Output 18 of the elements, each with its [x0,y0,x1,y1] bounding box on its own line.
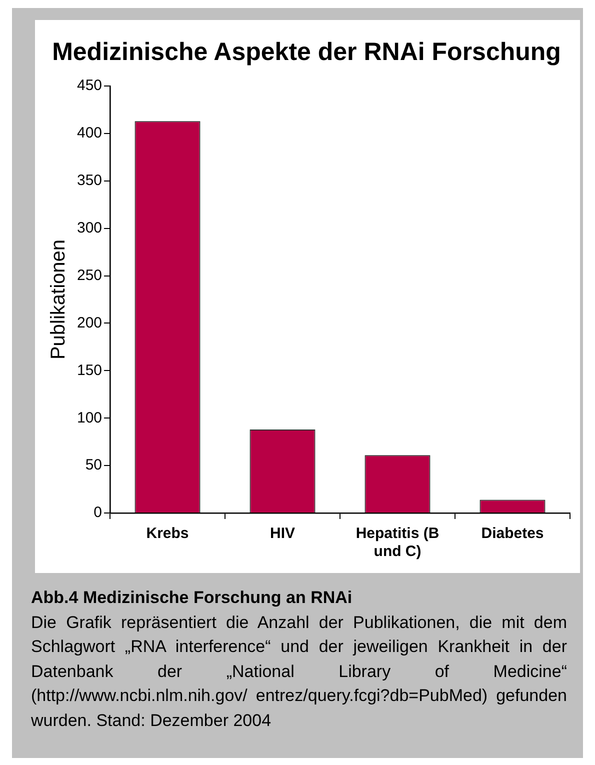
caption: Abb.4 Medizinische Forschung an RNAi [31,587,354,609]
y-tick-label: 250 [76,266,102,284]
chart-title: Medizinische Aspekte der RNAi Forschung [52,38,561,66]
x-tick-label: Diabetes [481,525,544,542]
text: Die Grafik repräsentiert die Anzahl der Publikationen, die mit dem Schlagwort „RNA interference“ und der jeweiligen Krankheit in der Datenbank der „National Library of Medicine“ (http://www.ncbi.nlm.nih.gov/ entrez/query.fcgi?db=PubMed) gefunden wurden. Stand: Dezember 2004 [31,612,567,732]
x-tick-label: Hepatitis (B und C) [356,525,440,560]
y-axis-title: Publikationen [48,239,70,360]
y-tick-label: 200 [76,314,102,332]
y-tick-label: 450 [76,77,102,94]
y-tick-label: 350 [76,172,102,190]
x-tick-label: HIV [270,525,296,542]
y-tick-label: 400 [76,124,102,142]
y-tick-label: 300 [76,219,102,236]
y-tick-label: 100 [76,409,102,426]
y-tick-label: 150 [76,362,102,379]
y-tick-label: 50 [85,456,102,474]
y-tick-label: 0 [94,504,102,522]
x-tick-label: Krebs [146,525,189,542]
